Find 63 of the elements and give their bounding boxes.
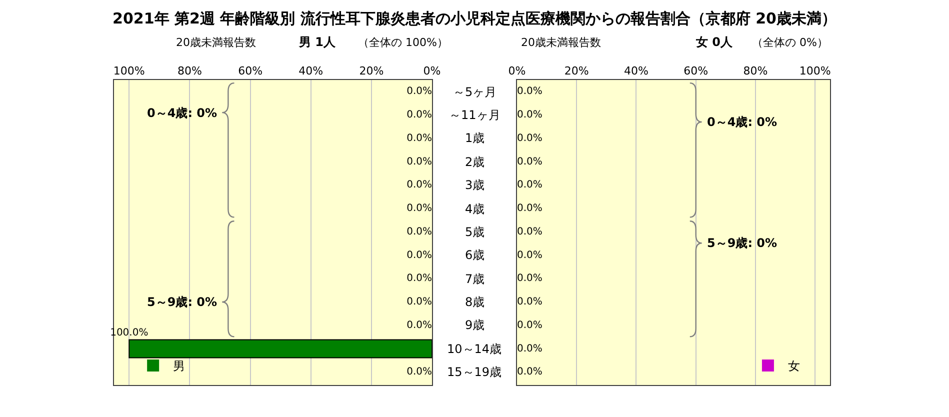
y-tick-label: ～5ヶ月 — [453, 85, 497, 99]
x-tick-label: 0% — [508, 64, 526, 78]
text: 2021年 第2週 年齢階級別 流行性耳下腺炎患者の小児科定点医療機関からの報告割合（京都府 20歳未満） — [112, 9, 836, 28]
data-label: 0.0% — [517, 86, 542, 98]
data-label: 0.0% — [517, 296, 542, 308]
x-tick-label: 40% — [624, 64, 648, 78]
data-label: 0.0% — [517, 132, 542, 144]
y-tick-label: 15～19歳 — [447, 365, 502, 379]
x-tick-label: 0% — [423, 64, 441, 78]
data-label: 0.0% — [406, 132, 432, 144]
data-label: 0.0% — [517, 110, 542, 121]
x-tick-label: 100% — [113, 64, 145, 78]
x-axis-title: 20歳未満報告数 — [176, 36, 256, 49]
annotation: 5～9歳: 0% — [707, 236, 778, 250]
data-label: 0.0% — [406, 250, 432, 261]
data-label: 0.0% — [517, 343, 542, 354]
data-label: 0.0% — [517, 226, 542, 238]
data-label: 0.0% — [517, 156, 542, 168]
x-tick-label: 80% — [743, 64, 768, 78]
data-label: 0.0% — [406, 180, 432, 191]
annotation: 5～9歳: 0% — [147, 295, 218, 309]
data-label: 0.0% — [406, 203, 432, 214]
y-tick-label: 8歳 — [465, 295, 485, 309]
data-label: 0.0% — [406, 366, 432, 378]
text: （全体の 100%） — [358, 36, 448, 49]
data-label: 0.0% — [517, 180, 542, 191]
data-label: 0.0% — [406, 110, 432, 121]
text: （全体の 0%） — [752, 36, 828, 49]
data-label: 0.0% — [517, 366, 542, 378]
data-label: 0.0% — [406, 320, 432, 331]
data-label: 0.0% — [406, 156, 432, 168]
y-tick-label: 3歳 — [465, 178, 485, 192]
data-label: 0.0% — [517, 273, 542, 284]
data-label: 0.0% — [517, 250, 542, 261]
y-tick-label: 1歳 — [465, 131, 485, 145]
chart-subtitle: 女 0人 — [695, 35, 734, 49]
y-tick-label: 6歳 — [465, 248, 485, 262]
y-tick-label: 4歳 — [465, 202, 485, 216]
x-axis-title: 20歳未満報告数 — [521, 36, 601, 49]
x-tick-label: 80% — [177, 64, 202, 78]
legend-label: 女 — [788, 359, 800, 374]
data-label: 0.0% — [406, 226, 432, 238]
legend-label: 男 — [173, 359, 186, 374]
data-label: 0.0% — [406, 273, 432, 284]
x-tick-label: 60% — [238, 64, 263, 78]
data-label: 0.0% — [517, 320, 542, 331]
x-tick-label: 20% — [564, 64, 589, 78]
x-tick-label: 100% — [799, 64, 831, 78]
data-label: 0.0% — [406, 296, 432, 308]
y-tick-label: 2歳 — [465, 155, 485, 169]
data-label: 0.0% — [406, 86, 432, 98]
y-tick-label: ～11ヶ月 — [449, 108, 500, 122]
y-tick-label: 10～14歳 — [447, 342, 502, 356]
annotation: 0～4歳: 0% — [147, 106, 218, 120]
x-tick-label: 20% — [359, 64, 384, 78]
annotation: 0～4歳: 0% — [707, 115, 778, 129]
chart-subtitle: 男 1人 — [298, 35, 337, 49]
x-tick-label: 40% — [298, 64, 324, 78]
data-label: 0.0% — [517, 203, 542, 214]
y-tick-label: 7歳 — [465, 272, 485, 286]
y-tick-label: 5歳 — [465, 225, 485, 239]
y-tick-label: 9歳 — [465, 318, 485, 332]
x-tick-label: 60% — [684, 64, 708, 78]
